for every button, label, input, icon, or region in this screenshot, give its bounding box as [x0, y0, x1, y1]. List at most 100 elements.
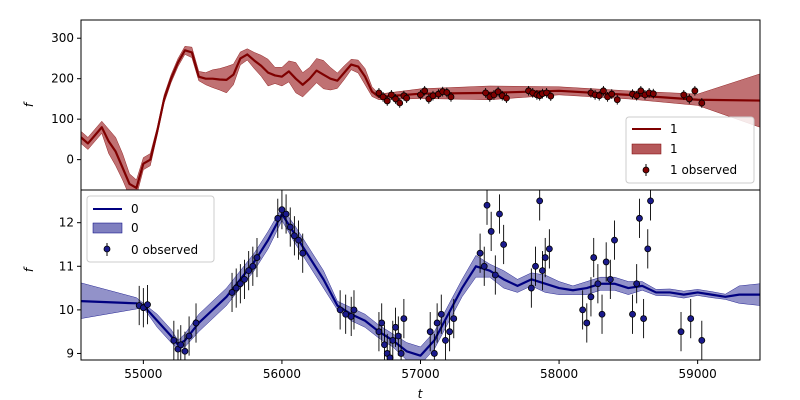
top-observed-point	[685, 95, 693, 103]
top-panel: 0 100 200 300 f 1 1 1 observed	[22, 19, 761, 191]
top-observed-point	[403, 94, 411, 102]
bottom-observed-point	[687, 315, 695, 322]
top-observed-point	[387, 91, 395, 99]
top-legend: 1 1 1 observed	[625, 116, 755, 184]
bottom-observed-point	[539, 267, 546, 275]
bottom-panel: 9 10 11 12 55000 56000 57000 58000 59000 f t 0 0…	[22, 189, 761, 400]
bottom-observed-point	[433, 319, 441, 327]
bottom-observed-point	[299, 249, 307, 257]
bottom-observed-point	[249, 262, 257, 270]
bottom-observed-point	[342, 310, 350, 318]
bottom-observed-point	[527, 284, 535, 292]
bottom-observed-point	[590, 254, 598, 261]
bottom-observed-point	[170, 336, 178, 344]
bottom-observed-point	[536, 197, 544, 205]
bottom-observed-point	[232, 284, 240, 292]
bottom-observed-point	[437, 310, 445, 318]
bottom-observed-point	[579, 306, 587, 314]
top-observed-point	[482, 89, 490, 97]
bottom-observed-point	[640, 315, 647, 322]
bottom-observed-point	[446, 328, 454, 336]
bottom-mean-line	[81, 212, 760, 357]
bottom-observed-point	[274, 214, 282, 222]
bottom-y-tick-label: 10	[59, 303, 74, 317]
bottom-observed-point	[594, 280, 602, 288]
top-observed-point	[595, 92, 603, 100]
top-observed-point	[392, 95, 399, 103]
top-observed-point	[396, 99, 404, 107]
bottom-observed-point	[500, 241, 508, 248]
bottom-observed-point	[483, 201, 491, 209]
bottom-observed-point	[282, 210, 290, 218]
top-mean-line	[81, 49, 760, 190]
top-observed-point	[447, 93, 455, 101]
x-tick-label: 56000	[263, 367, 301, 381]
bottom-observed-point	[381, 341, 388, 349]
bottom-observed-point	[480, 262, 488, 270]
bottom-observed-point	[389, 336, 397, 344]
top-uncertainty-band	[81, 46, 760, 190]
bottom-observed-point	[295, 236, 302, 244]
bottom-observed-point	[633, 280, 641, 288]
x-tick-label: 59000	[679, 367, 717, 381]
bottom-observed-point	[698, 336, 706, 344]
x-tick-label: 58000	[540, 367, 578, 381]
bottom-observed-point	[392, 323, 399, 331]
bottom-observed-point	[253, 254, 261, 261]
bottom-panel-frame	[80, 189, 761, 361]
top-y-axis-label: f	[22, 101, 36, 107]
bottom-observed-point	[236, 280, 244, 288]
x-tick-label: 55000	[124, 367, 162, 381]
bottom-observed-point	[347, 313, 355, 320]
top-legend-line-label: 1	[670, 122, 678, 136]
top-observed-point	[375, 89, 383, 97]
bottom-legend-box	[86, 195, 215, 263]
top-y-tick-label: 0	[66, 153, 74, 167]
top-observed-point	[691, 87, 699, 95]
bottom-observed-point	[476, 249, 484, 257]
top-observed-point	[429, 92, 437, 100]
bottom-observed-point	[286, 223, 294, 231]
top-legend-band-label: 1	[670, 142, 678, 156]
bottom-observed-point	[241, 275, 248, 283]
bottom-y-axis-label: f	[22, 266, 36, 272]
top-y-tick-label: 100	[51, 112, 74, 126]
bottom-observed-point	[629, 310, 636, 318]
top-observed-point	[637, 87, 645, 95]
bottom-observed-point	[636, 214, 643, 222]
bottom-observed-point	[228, 289, 236, 296]
top-observed-point	[608, 90, 616, 98]
top-observed-point	[443, 89, 451, 96]
bottom-y-tick-label: 12	[59, 216, 74, 230]
bottom-observed-point	[541, 254, 549, 261]
bottom-observed-point	[598, 310, 606, 318]
top-observed-point	[417, 91, 424, 99]
bottom-legend-line-label: 0	[131, 202, 139, 216]
top-observed-point	[379, 93, 387, 101]
bottom-legend-point-label: 0 observed	[131, 243, 198, 257]
bottom-observed-point	[336, 306, 344, 314]
bottom-y-tick-label: 11	[59, 259, 74, 273]
bottom-observed-point	[532, 262, 539, 270]
bottom-observed-point	[350, 306, 358, 314]
bottom-observed-point	[144, 301, 151, 309]
top-y-tick-label: 300	[51, 31, 74, 45]
bottom-observed-point	[400, 315, 408, 322]
bottom-y-tick-label: 9	[66, 346, 74, 360]
bottom-observed-point	[278, 206, 286, 214]
top-observed-point	[633, 92, 641, 100]
top-observed-point	[698, 99, 706, 107]
bottom-observed-point	[583, 319, 591, 327]
top-observed-point	[421, 87, 429, 95]
bottom-observed-point	[426, 328, 434, 336]
bottom-observed-point	[487, 228, 495, 235]
top-observed-point	[494, 88, 502, 96]
bottom-legend-point-swatch	[103, 245, 111, 253]
top-legend-point-label: 1 observed	[670, 163, 737, 177]
bottom-observed-point	[185, 332, 193, 340]
bottom-observed-point	[644, 245, 652, 253]
bottom-legend-band-label: 0	[131, 221, 139, 235]
top-observed-point	[680, 91, 688, 99]
x-axis-label: t	[418, 387, 424, 400]
